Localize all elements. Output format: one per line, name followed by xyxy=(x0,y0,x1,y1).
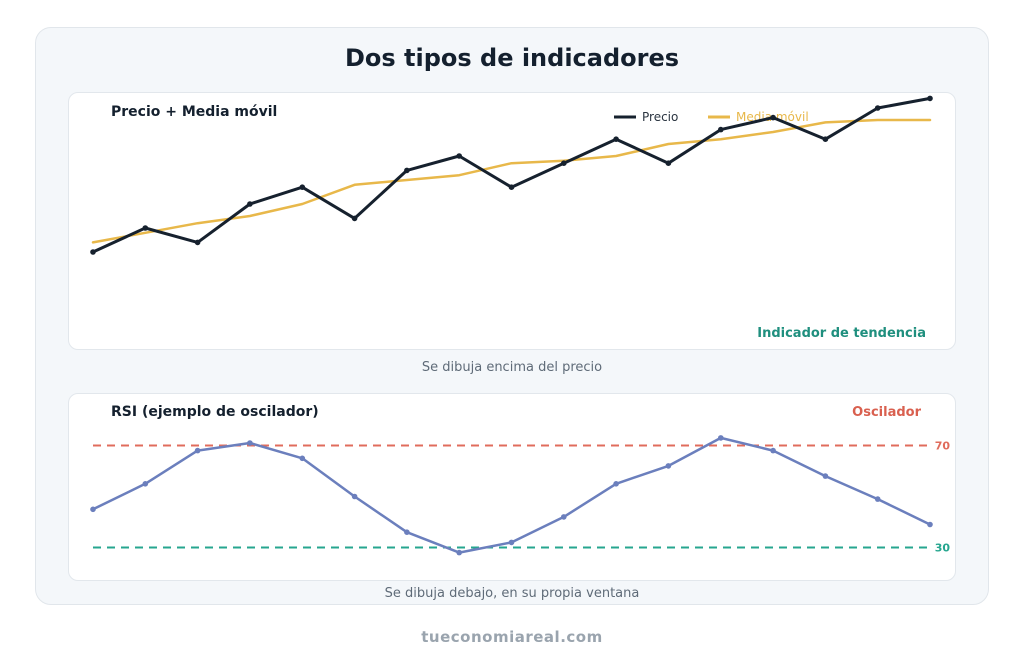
price-legend: Precio Media móvil xyxy=(614,110,809,124)
price-point xyxy=(613,136,619,142)
legend-price-label: Precio xyxy=(642,110,678,124)
rsi-point xyxy=(456,549,463,556)
rsi-point xyxy=(194,447,201,454)
price-point xyxy=(247,201,253,207)
price-point xyxy=(351,215,358,222)
rsi-point xyxy=(90,506,96,513)
rsi-chart-caption: Se dibuja debajo, en su propia ventana xyxy=(384,586,640,601)
rsi-point xyxy=(718,435,724,441)
price-chart-title: Precio + Media móvil xyxy=(111,104,277,120)
price-chart: Precio + Media móvil Precio Media móvil … xyxy=(90,95,933,341)
price-point xyxy=(142,225,149,231)
rsi-point xyxy=(299,455,306,462)
price-point xyxy=(456,153,463,159)
price-point xyxy=(927,95,933,102)
price-point xyxy=(404,167,410,174)
rsi-chart-title: RSI (ejemplo de oscilador) xyxy=(111,404,319,420)
price-point xyxy=(299,184,306,190)
price-chart-caption: Se dibuja encima del precio xyxy=(421,360,603,375)
rsi-point xyxy=(874,496,881,502)
rsi-point xyxy=(613,481,619,487)
oscillator-label: Oscilador xyxy=(852,405,921,420)
price-point xyxy=(770,114,776,121)
footer-brand: tueconomiareal.com xyxy=(421,628,603,646)
price-point xyxy=(561,160,567,166)
price-point xyxy=(665,160,672,166)
trend-indicator-label: Indicador de tendencia xyxy=(757,326,926,341)
price-point xyxy=(718,126,724,133)
rsi-point xyxy=(142,481,149,487)
price-point xyxy=(822,136,829,142)
rsi-point xyxy=(665,463,672,469)
rsi-point xyxy=(508,539,515,546)
rsi-point xyxy=(247,440,253,446)
rsi-point xyxy=(822,473,829,479)
rsi-series-line xyxy=(92,436,931,554)
rsi-chart-panel xyxy=(68,393,956,581)
price-point xyxy=(508,184,515,190)
moving-average-series-line xyxy=(91,118,932,244)
rsi-point xyxy=(561,514,567,520)
rsi-point xyxy=(351,493,358,500)
overbought-level-label: 70 xyxy=(935,440,951,453)
rsi-point xyxy=(927,521,933,528)
rsi-chart: RSI (ejemplo de oscilador) Oscilador 70 3… xyxy=(90,404,951,556)
rsi-point xyxy=(770,447,776,454)
figure-title: Dos tipos de indicadores xyxy=(344,44,680,72)
price-point xyxy=(194,239,201,246)
oversold-level-label: 30 xyxy=(935,542,951,555)
rsi-point xyxy=(404,529,410,535)
price-point xyxy=(90,249,96,255)
price-point xyxy=(874,105,881,111)
